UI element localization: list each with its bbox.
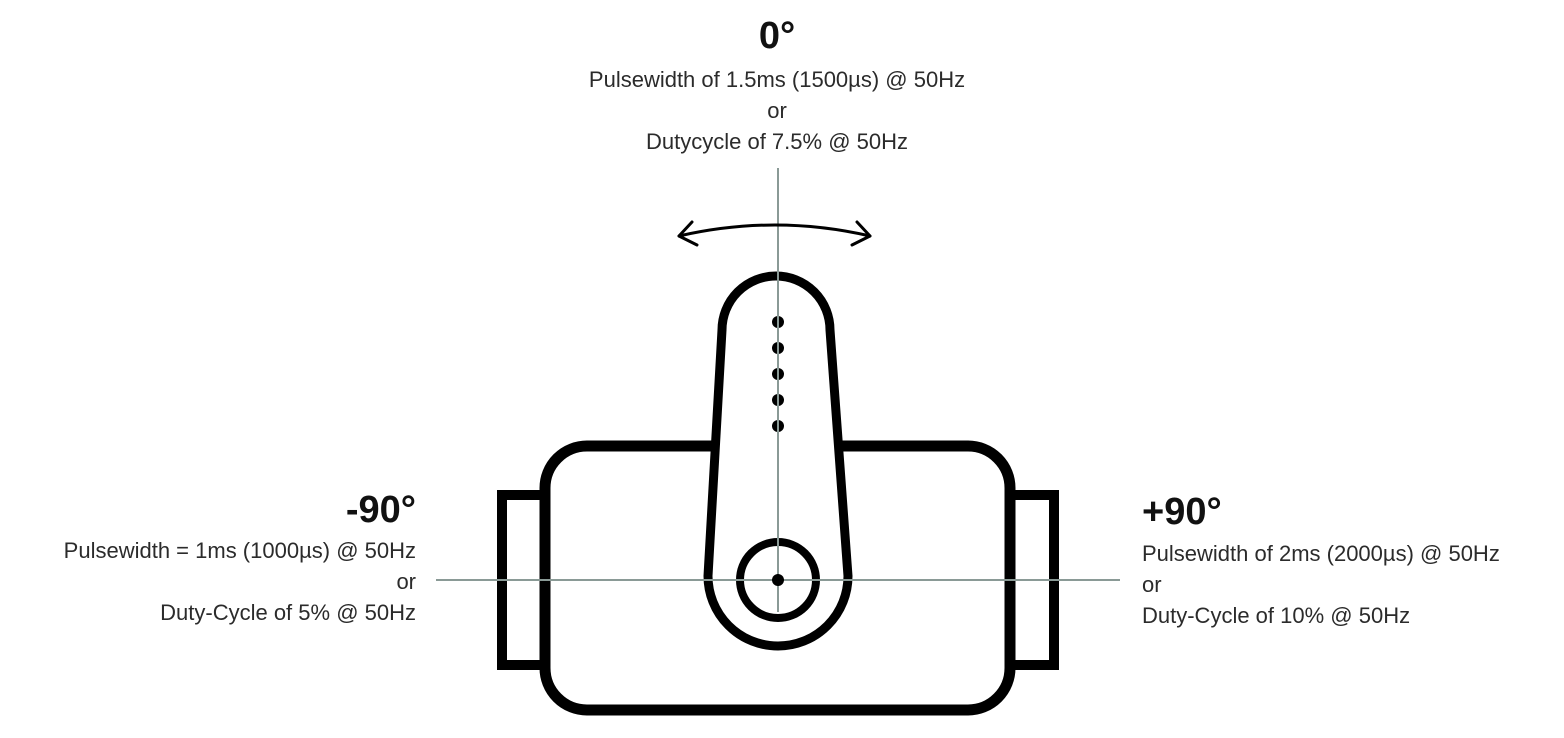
- plus-90-dutycycle: Duty-Cycle of 10% @ 50Hz: [1142, 603, 1411, 628]
- plus-90-pulsewidth: Pulsewidth of 2ms (2000µs) @ 50Hz: [1142, 541, 1500, 566]
- minus-90-angle: -90°: [345, 489, 416, 531]
- plus-90-or: or: [1142, 572, 1162, 597]
- zero-degree-dutycycle: Dutycycle of 7.5% @ 50Hz: [646, 129, 908, 154]
- minus-90-or: or: [396, 569, 416, 594]
- minus-90-pulsewidth: Pulsewidth = 1ms (1000µs) @ 50Hz: [63, 538, 416, 563]
- minus-90-dutycycle: Duty-Cycle of 5% @ 50Hz: [160, 600, 416, 625]
- zero-degree-pulsewidth: Pulsewidth of 1.5ms (1500µs) @ 50Hz: [588, 67, 966, 92]
- zero-degree-label: 0° Pulsewidth of 1.5ms (1500µs) @ 50Hz o…: [0, 14, 1554, 157]
- zero-degree-angle: 0°: [758, 15, 796, 57]
- plus-90-label: +90° Pulsewidth of 2ms (2000µs) @ 50Hz o…: [1142, 490, 1552, 631]
- hub-center-dot: [772, 574, 784, 586]
- plus-90-angle: +90°: [1142, 491, 1222, 533]
- zero-degree-or: or: [767, 98, 787, 123]
- rotation-arrow-icon: [677, 220, 872, 247]
- minus-90-label: -90° Pulsewidth = 1ms (1000µs) @ 50Hz or…: [0, 488, 416, 628]
